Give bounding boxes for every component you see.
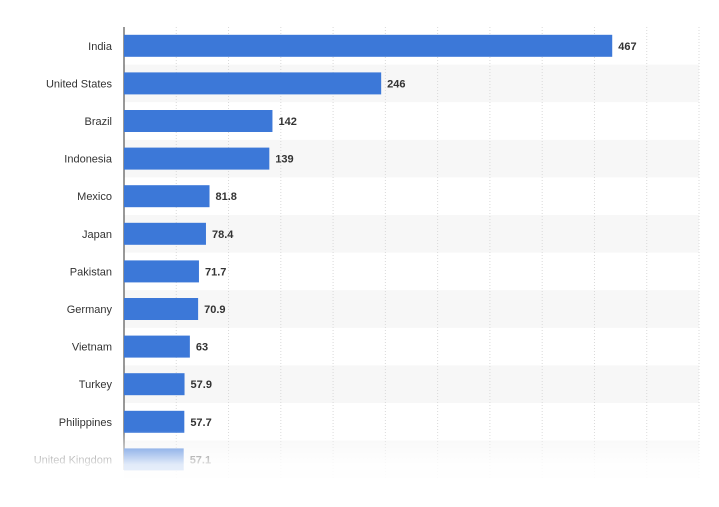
bar[interactable]	[124, 298, 199, 320]
category-label: United States	[46, 78, 113, 90]
category-label: Germany	[67, 304, 113, 316]
bar[interactable]	[124, 222, 206, 245]
value-label: 70.9	[204, 304, 225, 316]
category-label: Indonesia	[64, 154, 113, 166]
row-stripe	[124, 365, 699, 403]
bar[interactable]	[124, 34, 613, 57]
bar[interactable]	[124, 448, 184, 471]
value-label: 246	[387, 78, 405, 90]
bar[interactable]	[124, 335, 190, 358]
category-label: Pakistan	[70, 266, 112, 278]
row-stripe	[124, 290, 699, 328]
bar[interactable]	[124, 110, 273, 132]
value-label: 78.4	[212, 229, 234, 241]
value-label: 142	[278, 116, 296, 128]
category-label: Vietnam	[72, 342, 112, 354]
category-label: India	[88, 41, 113, 53]
category-label: Mexico	[77, 191, 112, 203]
bar[interactable]	[124, 373, 185, 396]
bar[interactable]	[124, 260, 199, 283]
value-label: 139	[275, 154, 293, 166]
value-label: 63	[196, 342, 208, 354]
bar[interactable]	[124, 185, 210, 208]
bar[interactable]	[124, 410, 185, 433]
value-labels: 467 246 142 139 81.8 78.4 71.7 70.9 63 57.9 57.7 57…	[190, 41, 637, 467]
value-label: 467	[618, 41, 636, 53]
value-label: 81.8	[216, 191, 237, 203]
bar[interactable]	[124, 72, 382, 95]
category-label: United Kingdom	[34, 454, 112, 466]
category-labels: India United States Brazil Indonesia Mexico J…	[34, 41, 113, 467]
gridlines	[175, 27, 700, 479]
value-label: 57.9	[191, 379, 212, 391]
value-label: 57.1	[190, 454, 211, 466]
category-label: Brazil	[84, 116, 112, 128]
value-label: 57.7	[190, 417, 211, 429]
row-stripe	[124, 215, 699, 253]
bar[interactable]	[124, 147, 270, 170]
value-label: 71.7	[205, 266, 226, 278]
category-label: Turkey	[79, 379, 113, 391]
category-label: Philippines	[59, 417, 113, 429]
bars	[124, 34, 613, 471]
category-label: Japan	[82, 229, 112, 241]
